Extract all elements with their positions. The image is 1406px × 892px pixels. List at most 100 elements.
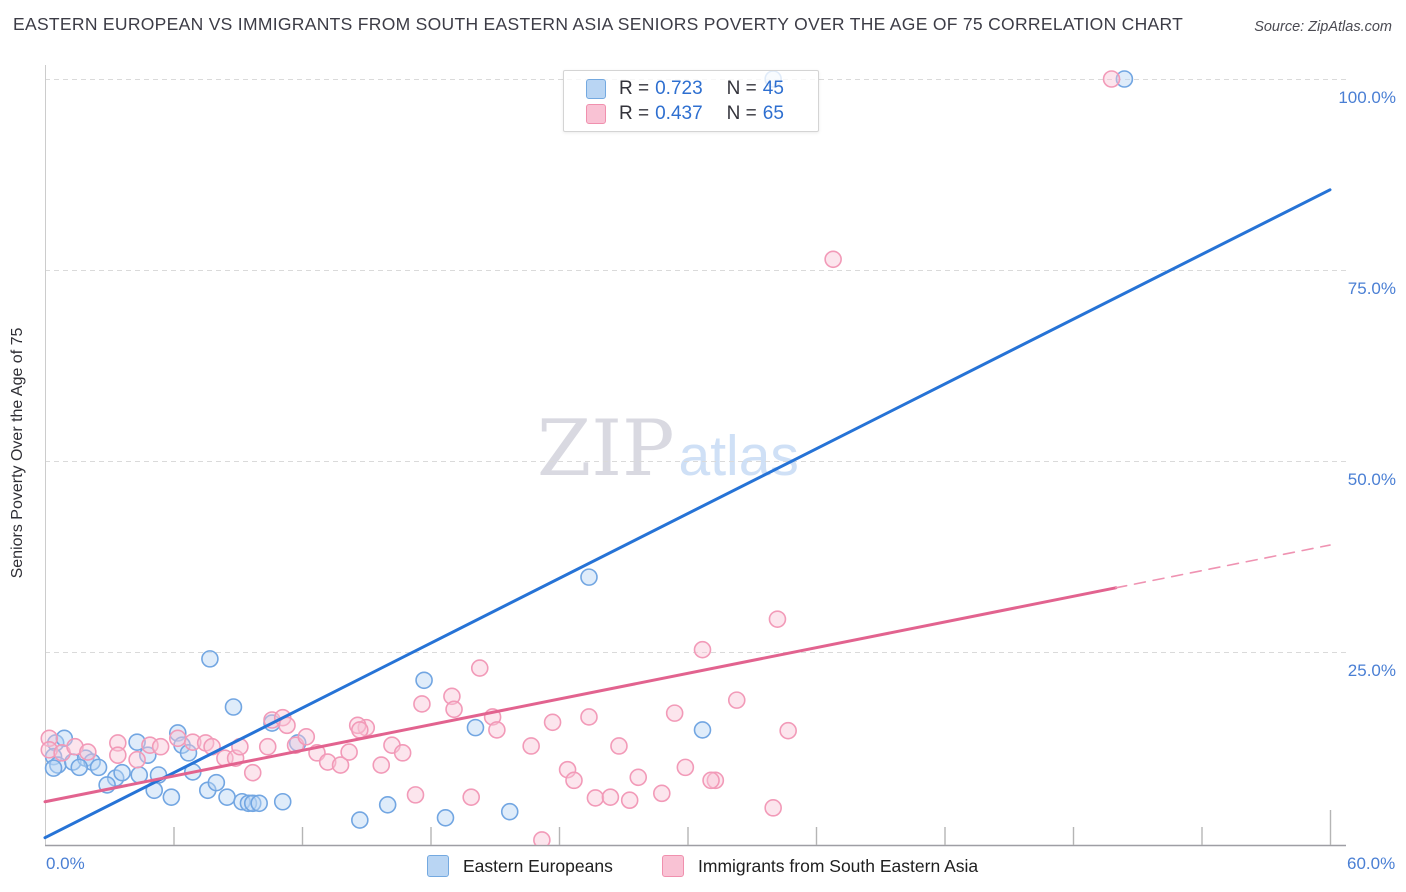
- data-point-eastern-europeans: [207, 773, 226, 792]
- data-point-eastern-europeans: [179, 744, 198, 762]
- data-point-sea-immigrants: [318, 753, 337, 771]
- x-axis-label-max: 60.0%: [1347, 854, 1396, 873]
- data-point-eastern-europeans: [415, 671, 433, 690]
- data-point-sea-immigrants: [586, 789, 605, 807]
- data-point-eastern-europeans: [243, 794, 262, 813]
- data-point-eastern-europeans: [580, 568, 598, 586]
- data-point-sea-immigrants: [413, 695, 431, 713]
- page-title: EASTERN EUROPEAN VS IMMIGRANTS FROM SOUT…: [13, 14, 1184, 34]
- data-point-sea-immigrants: [620, 791, 639, 810]
- data-point-sea-immigrants: [151, 737, 170, 756]
- x-axis-label-min: 0.0%: [46, 854, 85, 873]
- blue-series-swatch: [586, 78, 606, 99]
- data-point-eastern-europeans: [224, 698, 243, 716]
- data-point-sea-immigrants: [610, 737, 628, 755]
- data-point-sea-immigrants: [340, 743, 358, 761]
- data-point-sea-immigrants: [351, 721, 369, 739]
- data-point-eastern-europeans: [113, 763, 131, 782]
- watermark-zip-text: ZIP: [537, 404, 675, 494]
- data-point-sea-immigrants: [665, 704, 684, 722]
- correlation-stats-box: R = 0.723 N = 45 R = 0.437 N = 65: [563, 70, 819, 132]
- watermark-atlas-text: atlas: [678, 424, 799, 488]
- n-label: N =: [726, 102, 757, 124]
- data-point-eastern-europeans: [218, 788, 236, 806]
- data-point-sea-immigrants: [779, 721, 797, 740]
- data-point-sea-immigrants: [768, 610, 787, 628]
- data-point-sea-immigrants: [543, 713, 562, 732]
- trend-line-pink-dashed: [1115, 544, 1331, 589]
- data-point-sea-immigrants: [676, 758, 695, 777]
- data-point-sea-immigrants: [243, 763, 262, 782]
- data-point-eastern-europeans: [466, 718, 485, 737]
- data-point-sea-immigrants: [1102, 70, 1121, 88]
- r-value-blue: 0.723: [655, 77, 703, 99]
- data-point-sea-immigrants: [522, 737, 540, 755]
- trend-line-pink: [43, 586, 1118, 804]
- data-point-sea-immigrants: [109, 746, 127, 764]
- data-point-sea-immigrants: [331, 756, 350, 774]
- data-point-sea-immigrants: [297, 728, 316, 746]
- data-point-sea-immigrants: [652, 784, 671, 803]
- data-point-sea-immigrants: [445, 700, 463, 719]
- data-point-sea-immigrants: [183, 733, 202, 751]
- data-point-sea-immigrants: [565, 771, 583, 790]
- r-value-pink: 0.437: [655, 102, 703, 124]
- data-point-sea-immigrants: [533, 831, 551, 845]
- data-point-eastern-europeans: [693, 721, 712, 739]
- n-value-pink: 65: [762, 102, 784, 124]
- data-point-eastern-europeans: [378, 795, 397, 814]
- stats-row-eastern-europeans: R = 0.723 N = 45: [586, 78, 818, 100]
- n-value-blue: 45: [762, 77, 784, 99]
- data-point-sea-immigrants: [601, 788, 620, 806]
- data-point-eastern-europeans: [162, 788, 181, 806]
- y-tick-label-75: 75.0%: [1347, 279, 1396, 298]
- data-point-sea-immigrants: [372, 756, 391, 774]
- zipatlas-watermark: ZIP atlas: [537, 404, 799, 494]
- data-point-sea-immigrants: [278, 716, 296, 735]
- data-point-eastern-europeans: [44, 759, 63, 777]
- data-point-eastern-europeans: [500, 802, 519, 821]
- data-point-sea-immigrants: [470, 659, 489, 677]
- data-point-sea-immigrants: [580, 708, 598, 726]
- stats-row-sea-immigrants: R = 0.437 N = 65: [586, 103, 818, 125]
- legend-item-eastern-europeans: Eastern Europeans: [427, 855, 613, 877]
- data-point-sea-immigrants: [168, 729, 187, 748]
- data-point-eastern-europeans: [128, 733, 146, 751]
- pink-legend-swatch: [662, 855, 684, 877]
- data-point-sea-immigrants: [79, 743, 97, 761]
- data-point-eastern-europeans: [250, 794, 268, 813]
- pink-series-swatch: [586, 103, 606, 124]
- data-point-sea-immigrants: [727, 691, 746, 709]
- data-point-sea-immigrants: [693, 640, 712, 659]
- legend-item-sea-immigrants: Immigrants from South Eastern Asia: [662, 855, 978, 877]
- y-tick-label-25: 25.0%: [1347, 661, 1396, 680]
- data-point-sea-immigrants: [488, 721, 506, 739]
- data-points-layer: [40, 70, 1134, 845]
- data-point-sea-immigrants: [258, 737, 277, 756]
- data-point-sea-immigrants: [702, 771, 720, 790]
- n-label: N =: [726, 77, 757, 99]
- r-label: R =: [619, 77, 650, 99]
- y-tick-label-100: 100.0%: [1338, 88, 1396, 107]
- data-point-eastern-europeans: [201, 650, 219, 668]
- data-point-sea-immigrants: [128, 750, 146, 769]
- data-point-eastern-europeans: [273, 792, 292, 811]
- legend-label-sea-immigrants: Immigrants from South Eastern Asia: [698, 855, 979, 876]
- data-point-sea-immigrants: [109, 734, 127, 752]
- legend-label-eastern-europeans: Eastern Europeans: [463, 855, 613, 876]
- data-point-eastern-europeans: [351, 811, 369, 829]
- data-point-sea-immigrants: [462, 788, 480, 806]
- data-point-sea-immigrants: [443, 687, 461, 706]
- trend-line-blue: [43, 188, 1332, 840]
- data-point-sea-immigrants: [558, 760, 577, 779]
- data-point-sea-immigrants: [40, 740, 59, 759]
- y-tick-label-50: 50.0%: [1347, 470, 1396, 489]
- data-point-sea-immigrants: [764, 799, 782, 817]
- data-point-sea-immigrants: [706, 771, 725, 790]
- blue-legend-swatch: [427, 855, 449, 877]
- data-point-sea-immigrants: [629, 768, 648, 787]
- source-attribution: Source: ZipAtlas.com: [1254, 19, 1392, 35]
- data-point-eastern-europeans: [1115, 70, 1134, 88]
